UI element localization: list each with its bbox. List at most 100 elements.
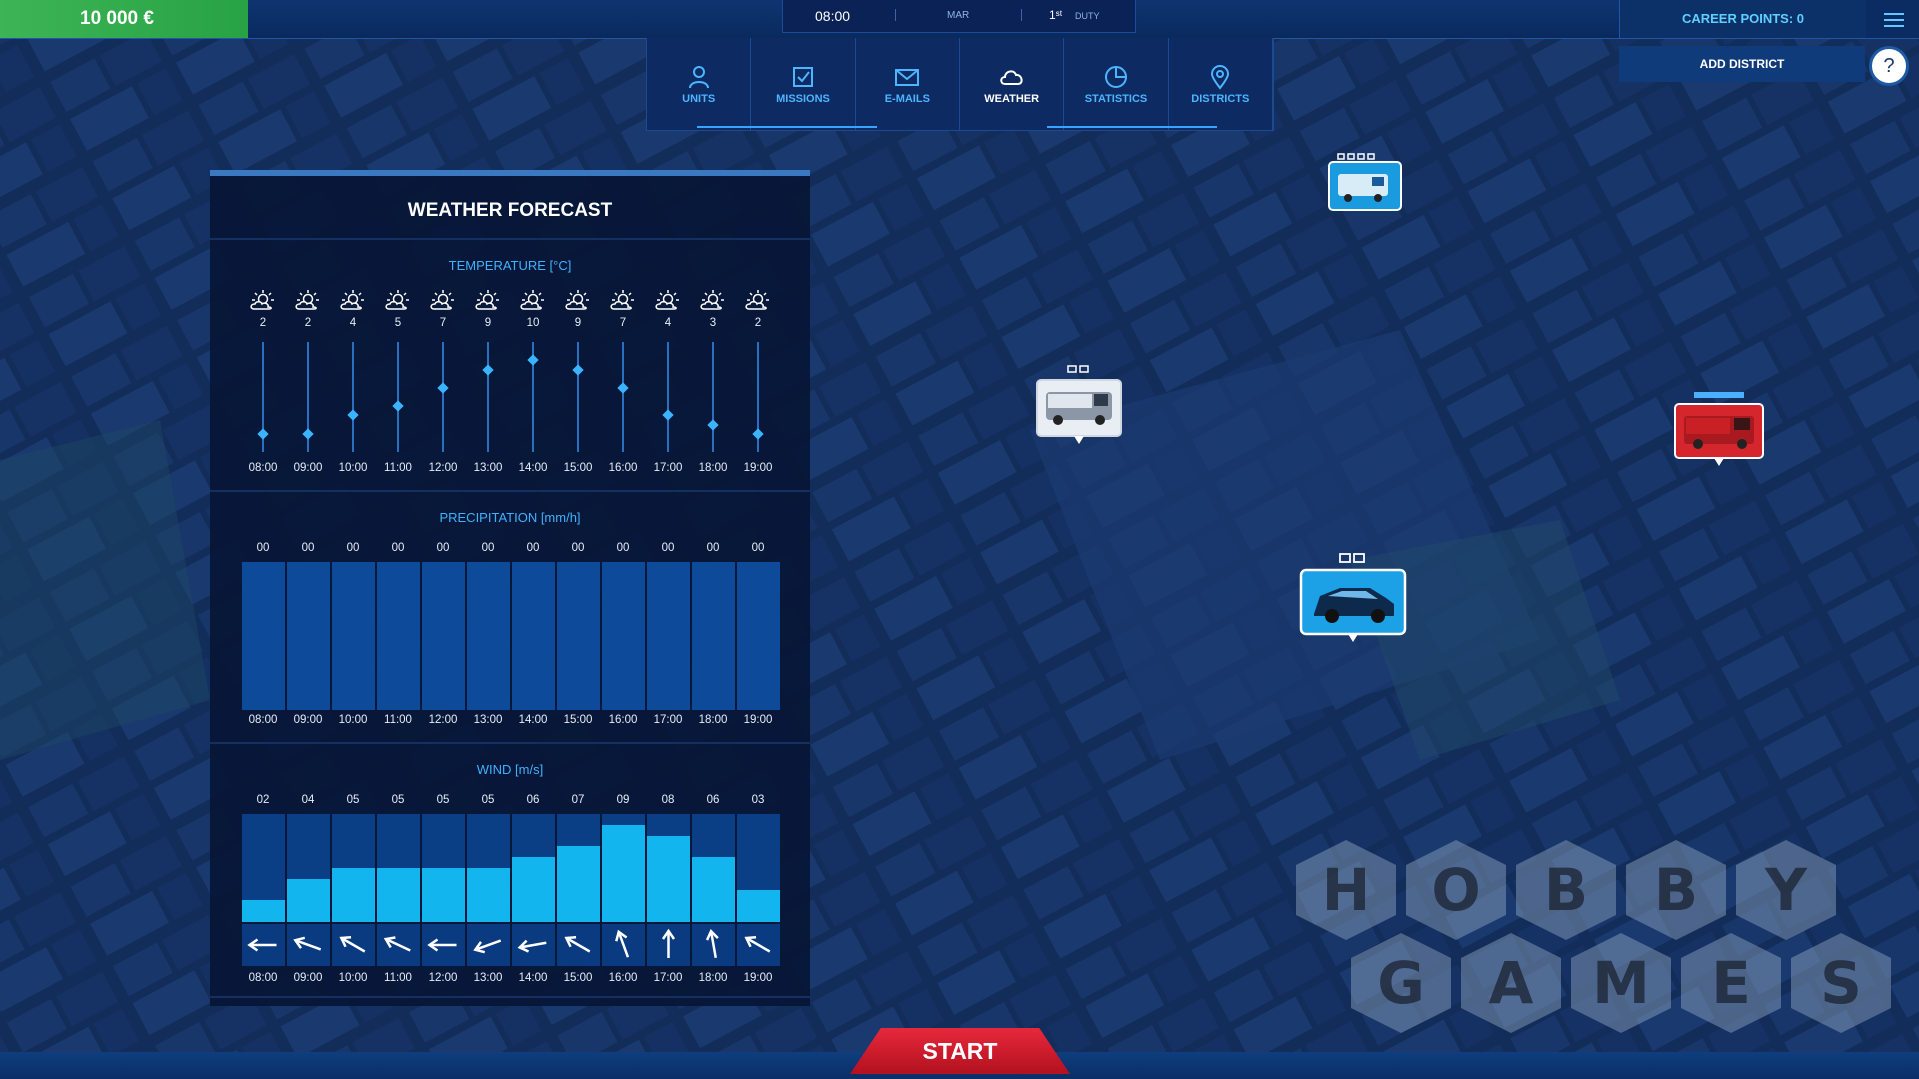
precipitation-value: 00 [526,542,540,554]
wind-direction-cell [466,924,510,966]
wind-direction-icon [512,924,555,966]
wind-bar-track [376,814,420,922]
wind-bar-track [511,814,555,922]
temperature-track [667,342,669,452]
precipitation-bar [646,562,690,710]
wind-direction-cell [421,924,465,966]
wind-direction-cell [241,924,285,966]
precipitation-bar [376,562,420,710]
game-time: 08:00 [815,8,851,24]
watermark-letter: O [1431,856,1480,924]
date-time-display: 08:00 MAR 1ˢᵗ DUTY [782,0,1136,33]
hour-label: 18:00 [698,714,728,726]
hour-label: 14:00 [518,714,548,726]
temperature-track [712,342,714,452]
sun-behind-cloud-icon [473,289,503,311]
temperature-value: 10 [526,317,540,329]
sun-behind-cloud-icon [293,289,323,311]
tab-emails[interactable]: E-MAILS [856,38,960,130]
hour-label: 10:00 [338,714,368,726]
hour-label: 11:00 [384,462,412,474]
temperature-point [662,409,674,421]
divider [210,996,810,998]
temperature-value: 7 [619,317,627,329]
precipitation-bar [286,562,330,710]
precipitation-value: 00 [346,542,360,554]
hour-label: 19:00 [743,972,773,984]
tab-units[interactable]: UNITS [647,38,752,130]
wind-direction-icon [737,924,780,966]
divider [895,9,896,21]
precipitation-bar [691,562,735,710]
wind-direction-icon [467,924,510,966]
sun-behind-cloud-icon [743,289,773,311]
temperature-value: 2 [754,317,762,329]
precipitation-value: 00 [436,542,450,554]
sun-behind-cloud-icon [608,289,638,311]
precipitation-value: 00 [751,542,765,554]
police-car-icon [1299,553,1407,642]
wind-bar [736,889,780,922]
sun-behind-cloud-icon [248,289,278,311]
wind-direction-icon [602,924,645,966]
wind-value: 04 [301,794,315,806]
wind-bar [466,868,510,922]
vehicle-fire-truck-unit[interactable] [1672,390,1766,477]
precipitation-value: 00 [706,542,720,554]
top-bar: 10 000 € 08:00 MAR 1ˢᵗ DUTY CAREER POINT… [0,0,1919,39]
sun-behind-cloud-icon [428,289,458,311]
precipitation-bar [466,562,510,710]
watermark-letter: G [1377,949,1425,1017]
cloud-icon [999,69,1023,85]
hour-label: 19:00 [743,462,773,474]
hour-label: 08:00 [248,714,278,726]
game-month: MAR [947,10,970,21]
temperature-value: 2 [304,317,312,329]
wind-direction-cell [286,924,330,966]
temperature-point [302,427,314,440]
hour-label: 19:00 [743,714,773,726]
hour-label: 16:00 [608,714,638,726]
tab-indicator [1047,126,1217,128]
temperature-point [707,418,719,431]
temperature-point [527,354,539,366]
hour-label: 11:00 [384,972,412,984]
tab-missions[interactable]: MISSIONS [751,38,856,130]
hour-label: 10:00 [338,972,368,984]
start-button[interactable]: START [850,1028,1070,1074]
menu-button[interactable] [1866,0,1919,38]
tab-districts[interactable]: DISTRICTS [1169,38,1273,130]
temperature-track [307,342,309,452]
temperature-value: 3 [709,317,717,329]
divider [210,238,810,240]
wind-direction-icon [692,924,735,966]
hour-label: 08:00 [248,972,278,984]
watermark-letter: B [1654,856,1698,924]
hour-label: 09:00 [293,714,323,726]
hour-label: 09:00 [293,972,323,984]
help-button[interactable]: ? [1869,46,1909,86]
watermark-letter: A [1489,949,1534,1017]
tab-indicator [697,126,877,128]
wind-direction-icon [422,924,465,966]
vehicle-van-unit[interactable] [1326,152,1404,221]
precipitation-value: 00 [661,542,675,554]
vehicle-police-car-unit[interactable] [1298,552,1408,657]
ambulance-icon [1036,365,1122,444]
fire-truck-icon [1674,392,1764,466]
wind-value: 05 [481,794,495,806]
hour-label: 15:00 [563,714,593,726]
watermark-letter: H [1322,856,1371,924]
weather-forecast-panel: WEATHER FORECAST TEMPERATURE [°C] 2 08:00… [210,170,810,1006]
vehicle-ambulance-unit[interactable] [1034,364,1124,459]
hour-label: 10:00 [338,462,368,474]
pie-chart-icon [1104,65,1127,88]
menu-icon [1884,19,1904,21]
tab-statistics[interactable]: STATISTICS [1064,38,1169,130]
wind-bar [646,835,690,922]
wind-direction-icon [242,924,285,966]
tab-weather[interactable]: WEATHER [960,38,1065,130]
precipitation-value: 00 [256,542,270,554]
temperature-track [757,342,759,452]
add-district-button[interactable]: ADD DISTRICT [1619,46,1865,82]
